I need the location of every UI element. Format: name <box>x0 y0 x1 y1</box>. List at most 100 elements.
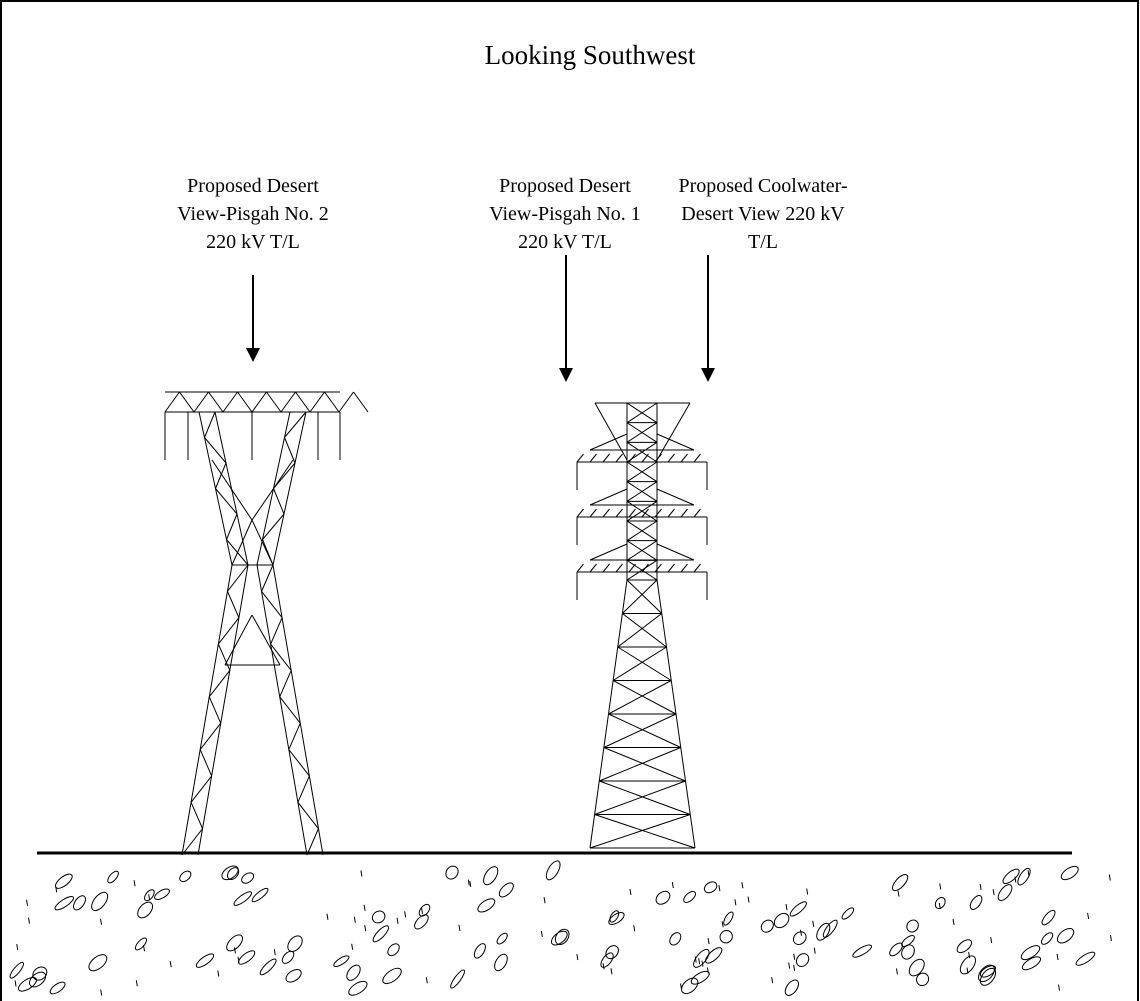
gravel-stone <box>498 882 514 898</box>
gravel-tick <box>26 899 29 906</box>
tower-member <box>680 453 688 463</box>
gravel-stone <box>450 969 465 989</box>
tower-member <box>626 559 658 581</box>
tower-member <box>288 749 310 777</box>
gravel-stone <box>760 919 774 933</box>
tower-member <box>628 453 636 463</box>
tower-member <box>270 617 283 645</box>
gravel <box>9 860 1112 996</box>
tower-member <box>261 591 283 619</box>
gravel-tick <box>467 879 470 886</box>
gravel-stone <box>1021 956 1042 971</box>
gravel-tick <box>458 924 461 931</box>
gravel-tick <box>363 904 366 911</box>
gravel-stone <box>134 937 148 951</box>
gravel-stone <box>545 860 561 881</box>
gravel-stone <box>1060 865 1079 881</box>
tower-member <box>224 614 253 666</box>
gravel-stone <box>233 891 253 906</box>
tower-member <box>190 775 213 803</box>
gravel-stone <box>382 967 402 985</box>
arrow-head <box>246 348 260 362</box>
tower-member <box>576 508 584 518</box>
gravel-stone <box>418 903 431 917</box>
gravel-stone <box>54 896 74 911</box>
tower-member <box>179 391 195 413</box>
tower-member <box>181 828 203 856</box>
gravel-tick <box>351 943 354 950</box>
tower-member <box>261 564 274 592</box>
tower-member <box>208 670 231 698</box>
gravel-tick <box>16 943 19 951</box>
gravel-stone <box>969 895 983 910</box>
tower-member <box>626 402 658 424</box>
gravel-tick <box>540 930 543 938</box>
tower-member <box>576 453 584 463</box>
tower-member <box>594 402 628 461</box>
gravel-stone <box>841 907 855 920</box>
gravel-stone <box>979 965 997 978</box>
tower-member <box>204 411 216 438</box>
gravel-stone <box>822 919 838 938</box>
gravel-tick <box>421 907 424 914</box>
gravel-tick <box>237 956 240 963</box>
gravel-tick <box>148 894 151 901</box>
gravel-stone <box>9 961 24 979</box>
tower-member <box>297 775 310 803</box>
tower-member <box>654 508 662 518</box>
tower-member <box>589 543 628 561</box>
gravel-stone <box>784 979 800 996</box>
gravel-tick <box>771 977 774 984</box>
gravel-stone <box>916 972 930 987</box>
gravel-tick <box>793 953 796 960</box>
tower-member <box>181 564 233 856</box>
gravel-tick <box>741 882 744 889</box>
gravel-tick <box>404 911 407 918</box>
tower-member <box>622 613 667 648</box>
tower-member <box>680 508 688 518</box>
gravel-tick <box>812 920 815 927</box>
tower-member <box>594 780 686 815</box>
gravel-tick <box>28 917 31 924</box>
gravel-stone <box>901 944 915 960</box>
tower-member <box>589 814 691 849</box>
tower-member <box>251 614 281 666</box>
gravel-tick <box>897 890 900 897</box>
gravel-stone <box>655 890 671 905</box>
gravel-stone <box>49 981 66 995</box>
gravel-stone <box>723 911 734 926</box>
gravel-tick <box>135 980 138 987</box>
gravel-stone <box>669 932 682 946</box>
gravel-stone <box>816 922 831 941</box>
gravel-stone <box>226 867 240 881</box>
tower-member <box>680 563 688 573</box>
gravel-stone <box>179 870 192 883</box>
tower-member <box>654 453 662 463</box>
gravel-stone <box>1020 945 1041 961</box>
gravel-stone <box>494 953 508 972</box>
gravel-tick <box>425 977 428 984</box>
tower-member <box>608 713 681 748</box>
gravel-tick <box>895 968 898 975</box>
label-line: View-Pisgah No. 2 <box>177 203 329 225</box>
tower-member <box>641 508 649 518</box>
tower-member <box>612 680 677 715</box>
gravel-stone <box>107 870 119 884</box>
gravel-tick <box>1108 874 1111 881</box>
tower-member <box>273 462 296 489</box>
gravel-stone <box>1017 867 1031 886</box>
gravel-stone <box>600 952 614 968</box>
tower-member <box>589 563 597 573</box>
tower-member <box>615 453 623 463</box>
gravel-stone <box>1041 909 1056 926</box>
tower-member <box>284 411 307 438</box>
tower-member <box>273 488 285 515</box>
gravel-tick <box>233 947 236 954</box>
gravel-stone <box>934 896 946 910</box>
gravel-stone <box>226 934 244 952</box>
gravel-tick <box>813 947 816 954</box>
gravel-stone <box>773 912 790 929</box>
tower-member <box>222 391 238 413</box>
tower-member <box>199 749 213 777</box>
gravel-stone <box>346 964 361 981</box>
